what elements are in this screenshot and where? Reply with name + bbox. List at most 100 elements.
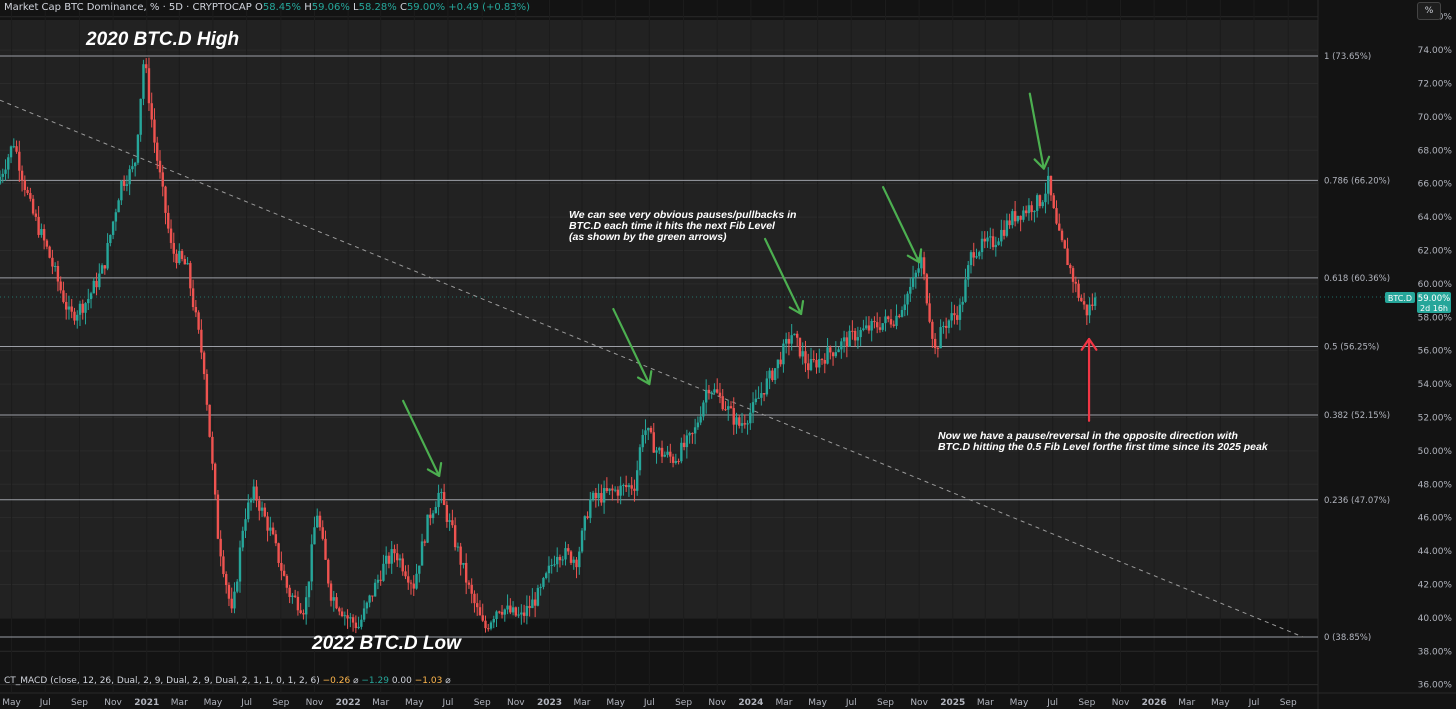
annotation-2022-low[interactable]: 2022 BTC.D Low bbox=[312, 633, 461, 654]
candle-body bbox=[578, 551, 581, 568]
candle-body bbox=[608, 488, 611, 491]
candle-body bbox=[633, 488, 636, 491]
chart-title[interactable]: Market Cap BTC Dominance, % · 5D · CRYPT… bbox=[4, 2, 252, 13]
candle-body bbox=[431, 513, 435, 519]
x-tick-label: May bbox=[2, 698, 21, 708]
candle-body bbox=[873, 320, 876, 323]
candle-body bbox=[591, 492, 595, 500]
candle-body bbox=[829, 347, 832, 353]
candle-body bbox=[856, 337, 860, 341]
candle-body bbox=[456, 546, 460, 548]
note1-line: (as shown by the green arrows) bbox=[569, 231, 727, 243]
annotation-note-reversal[interactable]: Now we have a pause/reversal in the oppo… bbox=[938, 431, 1268, 453]
candle-body bbox=[252, 486, 255, 500]
candle-body bbox=[669, 451, 672, 457]
candle-body bbox=[558, 556, 562, 561]
x-tick-label: Sep bbox=[474, 698, 491, 708]
x-tick-label: Nov bbox=[507, 698, 525, 708]
candle-body bbox=[448, 520, 451, 522]
candle-body bbox=[255, 486, 258, 501]
candle-body bbox=[947, 320, 951, 328]
candle-body bbox=[62, 290, 65, 302]
candle-body bbox=[354, 622, 358, 629]
candle-body bbox=[15, 146, 18, 152]
close-label: C bbox=[399, 2, 407, 13]
candle-body bbox=[453, 525, 457, 548]
candle-body bbox=[258, 500, 261, 511]
x-tick-label: Nov bbox=[306, 698, 324, 708]
trendline[interactable] bbox=[0, 99, 1304, 638]
candle-body bbox=[1033, 210, 1036, 213]
candle-body bbox=[304, 597, 308, 615]
candle-body bbox=[1055, 208, 1058, 224]
candle-body bbox=[887, 316, 890, 320]
candle-body bbox=[302, 613, 305, 615]
candle-body bbox=[922, 257, 926, 275]
candle-body bbox=[779, 359, 782, 365]
candle-body bbox=[321, 527, 324, 539]
candle-body bbox=[622, 485, 625, 487]
candle-body bbox=[589, 499, 592, 519]
candle-body bbox=[307, 581, 311, 598]
candle-body bbox=[150, 103, 153, 120]
candle-body bbox=[898, 315, 901, 317]
candle-body bbox=[511, 607, 515, 613]
candle-body bbox=[611, 488, 614, 491]
x-tick-label: May bbox=[606, 698, 625, 708]
candle-body bbox=[318, 515, 322, 528]
candle-body bbox=[1035, 195, 1039, 211]
candle-body bbox=[580, 530, 584, 552]
candle-body bbox=[1091, 304, 1094, 306]
candle-body bbox=[147, 68, 151, 104]
macd-value-1: −0.26 bbox=[322, 676, 351, 686]
candle-body bbox=[1024, 210, 1028, 214]
annotation-arrows[interactable] bbox=[402, 92, 1098, 478]
percent-scale-button[interactable]: % bbox=[1417, 2, 1441, 20]
candle-body bbox=[831, 352, 835, 357]
candle-body bbox=[470, 584, 473, 594]
candle-body bbox=[280, 562, 283, 571]
note2-line: BTC.D hitting the 0.5 Fib Level forthe f… bbox=[938, 441, 1268, 453]
candle-body bbox=[332, 597, 335, 601]
macd-indicator-legend[interactable]: CT_MACD (close, 12, 26, Dual, 2, 9, Dual… bbox=[4, 676, 451, 686]
candle-body bbox=[230, 598, 233, 609]
candle-body bbox=[100, 265, 104, 274]
candle-body bbox=[1044, 193, 1047, 203]
candle-body bbox=[84, 303, 87, 313]
candle-body bbox=[271, 527, 275, 535]
x-tick-label: Jul bbox=[240, 698, 252, 708]
candle-body bbox=[111, 221, 115, 235]
candle-body bbox=[434, 507, 438, 514]
candle-body bbox=[1008, 220, 1011, 226]
candle-body bbox=[440, 492, 443, 494]
candle-body bbox=[1047, 175, 1050, 194]
candle-body bbox=[136, 134, 140, 163]
candle-body bbox=[823, 360, 826, 364]
candle-body bbox=[544, 573, 548, 579]
candle-body bbox=[133, 162, 137, 167]
candle-body bbox=[550, 564, 553, 566]
candle-body bbox=[409, 582, 413, 584]
candle-body bbox=[867, 325, 871, 331]
candle-body bbox=[244, 519, 247, 531]
candle-body bbox=[18, 151, 21, 171]
annotation-note-fib-pauses[interactable]: We can see very obvious pauses/pullbacks… bbox=[569, 210, 796, 243]
candle-body bbox=[37, 216, 40, 235]
price-tag bbox=[1417, 292, 1451, 313]
candle-body bbox=[980, 238, 984, 253]
annotation-2020-high[interactable]: 2020 BTC.D High bbox=[86, 29, 240, 50]
y-tick-label: 56.00% bbox=[1418, 347, 1453, 357]
candle-body bbox=[324, 538, 327, 560]
candle-body bbox=[81, 303, 84, 313]
macd-value-3: 0.00 bbox=[391, 676, 412, 686]
candle-body bbox=[1069, 265, 1072, 269]
candle-body bbox=[236, 581, 239, 592]
candle-body bbox=[704, 389, 708, 403]
candle-body bbox=[649, 427, 653, 433]
candle-body bbox=[1019, 215, 1022, 220]
candle-body bbox=[989, 236, 992, 238]
x-tick-label: Sep bbox=[1078, 698, 1095, 708]
candle-body bbox=[727, 406, 730, 410]
candle-body bbox=[688, 433, 691, 436]
